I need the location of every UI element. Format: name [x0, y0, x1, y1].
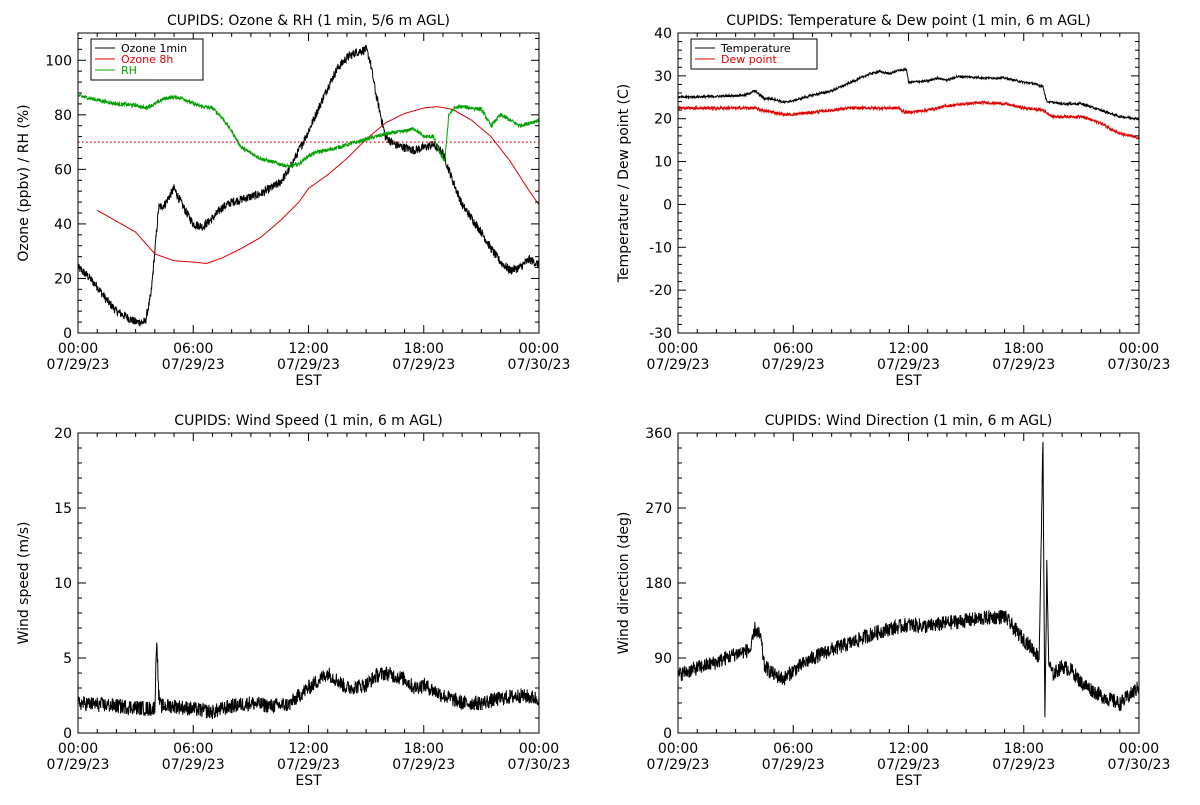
- x-tick-label-time: 06:00: [773, 741, 813, 757]
- x-axis-label: EST: [895, 373, 922, 389]
- y-tick-label: 80: [54, 108, 72, 124]
- chart-title: CUPIDS: Wind Speed (1 min, 6 m AGL): [174, 413, 442, 429]
- series-line-ozone-8h: [96, 106, 539, 265]
- y-tick-label: 0: [663, 726, 672, 742]
- x-tick-label-date: 07/29/23: [162, 357, 225, 373]
- y-tick-label: 90: [654, 651, 672, 667]
- y-tick-label: -10: [649, 240, 672, 256]
- y-tick-label: 10: [54, 576, 72, 592]
- y-tick-label: -30: [649, 326, 672, 342]
- x-tick-label-date: 07/29/23: [277, 757, 340, 773]
- x-tick-label-time: 00:00: [519, 341, 559, 357]
- plot-frame: [677, 32, 1140, 334]
- x-tick-label-date: 07/29/23: [647, 757, 710, 773]
- y-tick-label: -20: [649, 283, 672, 299]
- x-tick-label-date: 07/29/23: [992, 757, 1055, 773]
- y-tick-label: 0: [663, 197, 672, 213]
- chart-ozone: CUPIDS: Ozone & RH (1 min, 5/6 m AGL) 0 20…: [16, 13, 570, 389]
- y-tick-label: 30: [654, 69, 672, 85]
- x-tick-label-date: 07/29/23: [877, 357, 940, 373]
- y-tick-label: 40: [654, 26, 672, 42]
- y-axis-label: Ozone (ppbv) / RH (%): [16, 104, 32, 261]
- y-tick-label: 15: [54, 501, 72, 517]
- y-tick-label: 20: [654, 112, 672, 128]
- x-tick-label-date: 07/29/23: [277, 357, 340, 373]
- x-tick-label-time: 12:00: [888, 341, 928, 357]
- y-tick-label: 270: [645, 501, 672, 517]
- x-tick-label-date: 07/30/23: [508, 357, 571, 373]
- x-tick-label-time: 12:00: [888, 741, 928, 757]
- x-axis-label: EST: [295, 373, 322, 389]
- x-tick-label-date: 07/29/23: [762, 757, 825, 773]
- x-tick-label-date: 07/29/23: [47, 357, 110, 373]
- legend-label-ozone-8h: Ozone 8h: [121, 53, 173, 66]
- x-tick-label-date: 07/29/23: [762, 357, 825, 373]
- y-axis-label: Wind direction (deg): [616, 512, 632, 655]
- y-axis-label: Wind speed (m/s): [16, 522, 32, 645]
- x-tick-label-time: 00:00: [519, 741, 559, 757]
- x-axis-label: EST: [895, 773, 922, 789]
- x-tick-label-time: 12:00: [288, 741, 328, 757]
- x-tick-label-date: 07/30/23: [508, 757, 571, 773]
- x-tick-label-time: 00:00: [58, 741, 98, 757]
- x-tick-label-date: 07/29/23: [392, 757, 455, 773]
- y-tick-label: 20: [54, 271, 72, 287]
- series-line-temperature: [678, 67, 1139, 121]
- series-line-ozone-1min: [78, 45, 539, 327]
- legend-label-rh: RH: [121, 64, 137, 77]
- y-tick-label: 20: [54, 426, 72, 442]
- x-tick-label-time: 06:00: [173, 741, 213, 757]
- x-tick-label-time: 18:00: [1004, 341, 1044, 357]
- x-tick-label-date: 07/30/23: [1108, 757, 1171, 773]
- x-tick-label-date: 07/29/23: [392, 357, 455, 373]
- x-tick-label-date: 07/30/23: [1108, 357, 1171, 373]
- y-axis-label: Temperature / Dew point (C): [616, 84, 632, 283]
- x-axis-label: EST: [295, 773, 322, 789]
- x-tick-label-date: 07/29/23: [162, 757, 225, 773]
- x-tick-label-time: 12:00: [288, 341, 328, 357]
- x-tick-label-time: 00:00: [1119, 341, 1159, 357]
- legend-label-temperature: Temperature: [720, 42, 791, 55]
- x-tick-label-date: 07/29/23: [647, 357, 710, 373]
- x-tick-label-time: 18:00: [404, 741, 444, 757]
- x-tick-label-time: 00:00: [1119, 741, 1159, 757]
- series-line-1: [678, 441, 1139, 718]
- x-tick-label-time: 06:00: [773, 341, 813, 357]
- legend-label-dew-point: Dew point: [721, 53, 777, 66]
- x-tick-label-time: 18:00: [1004, 741, 1044, 757]
- legend-label-ozone-1min: Ozone 1min: [121, 42, 187, 55]
- chart-title: CUPIDS: Wind Direction (1 min, 6 m AGL): [765, 413, 1053, 429]
- y-tick-label: 0: [63, 326, 72, 342]
- chart-title: CUPIDS: Temperature & Dew point (1 min, …: [726, 13, 1090, 29]
- y-tick-label: 60: [54, 162, 72, 178]
- y-tick-label: 180: [645, 576, 672, 592]
- plot-frame: [677, 432, 1140, 734]
- series-line-rh: [78, 93, 539, 168]
- chart-wspd: CUPIDS: Wind Speed (1 min, 6 m AGL) 0 5 10 1…: [16, 413, 570, 789]
- y-tick-label: 100: [45, 53, 72, 69]
- x-tick-label-time: 00:00: [658, 741, 698, 757]
- x-tick-label-time: 00:00: [58, 341, 98, 357]
- y-tick-label: 0: [63, 726, 72, 742]
- x-tick-label-date: 07/29/23: [992, 357, 1055, 373]
- chart-title: CUPIDS: Ozone & RH (1 min, 5/6 m AGL): [167, 13, 450, 29]
- x-tick-label-date: 07/29/23: [877, 757, 940, 773]
- x-tick-label-time: 06:00: [173, 341, 213, 357]
- series-line-dew-point: [678, 100, 1139, 140]
- x-tick-label-time: 18:00: [404, 341, 444, 357]
- chart-temp: CUPIDS: Temperature & Dew point (1 min, …: [616, 13, 1170, 389]
- y-tick-label: 5: [63, 651, 72, 667]
- legend-box: [690, 38, 818, 70]
- series-line-1: [78, 642, 539, 720]
- y-tick-label: 360: [645, 426, 672, 442]
- chart-wdir: CUPIDS: Wind Direction (1 min, 6 m AGL) 0…: [616, 413, 1170, 789]
- y-tick-label: 10: [654, 155, 672, 171]
- x-tick-label-time: 00:00: [658, 341, 698, 357]
- x-tick-label-date: 07/29/23: [47, 757, 110, 773]
- y-tick-label: 40: [54, 217, 72, 233]
